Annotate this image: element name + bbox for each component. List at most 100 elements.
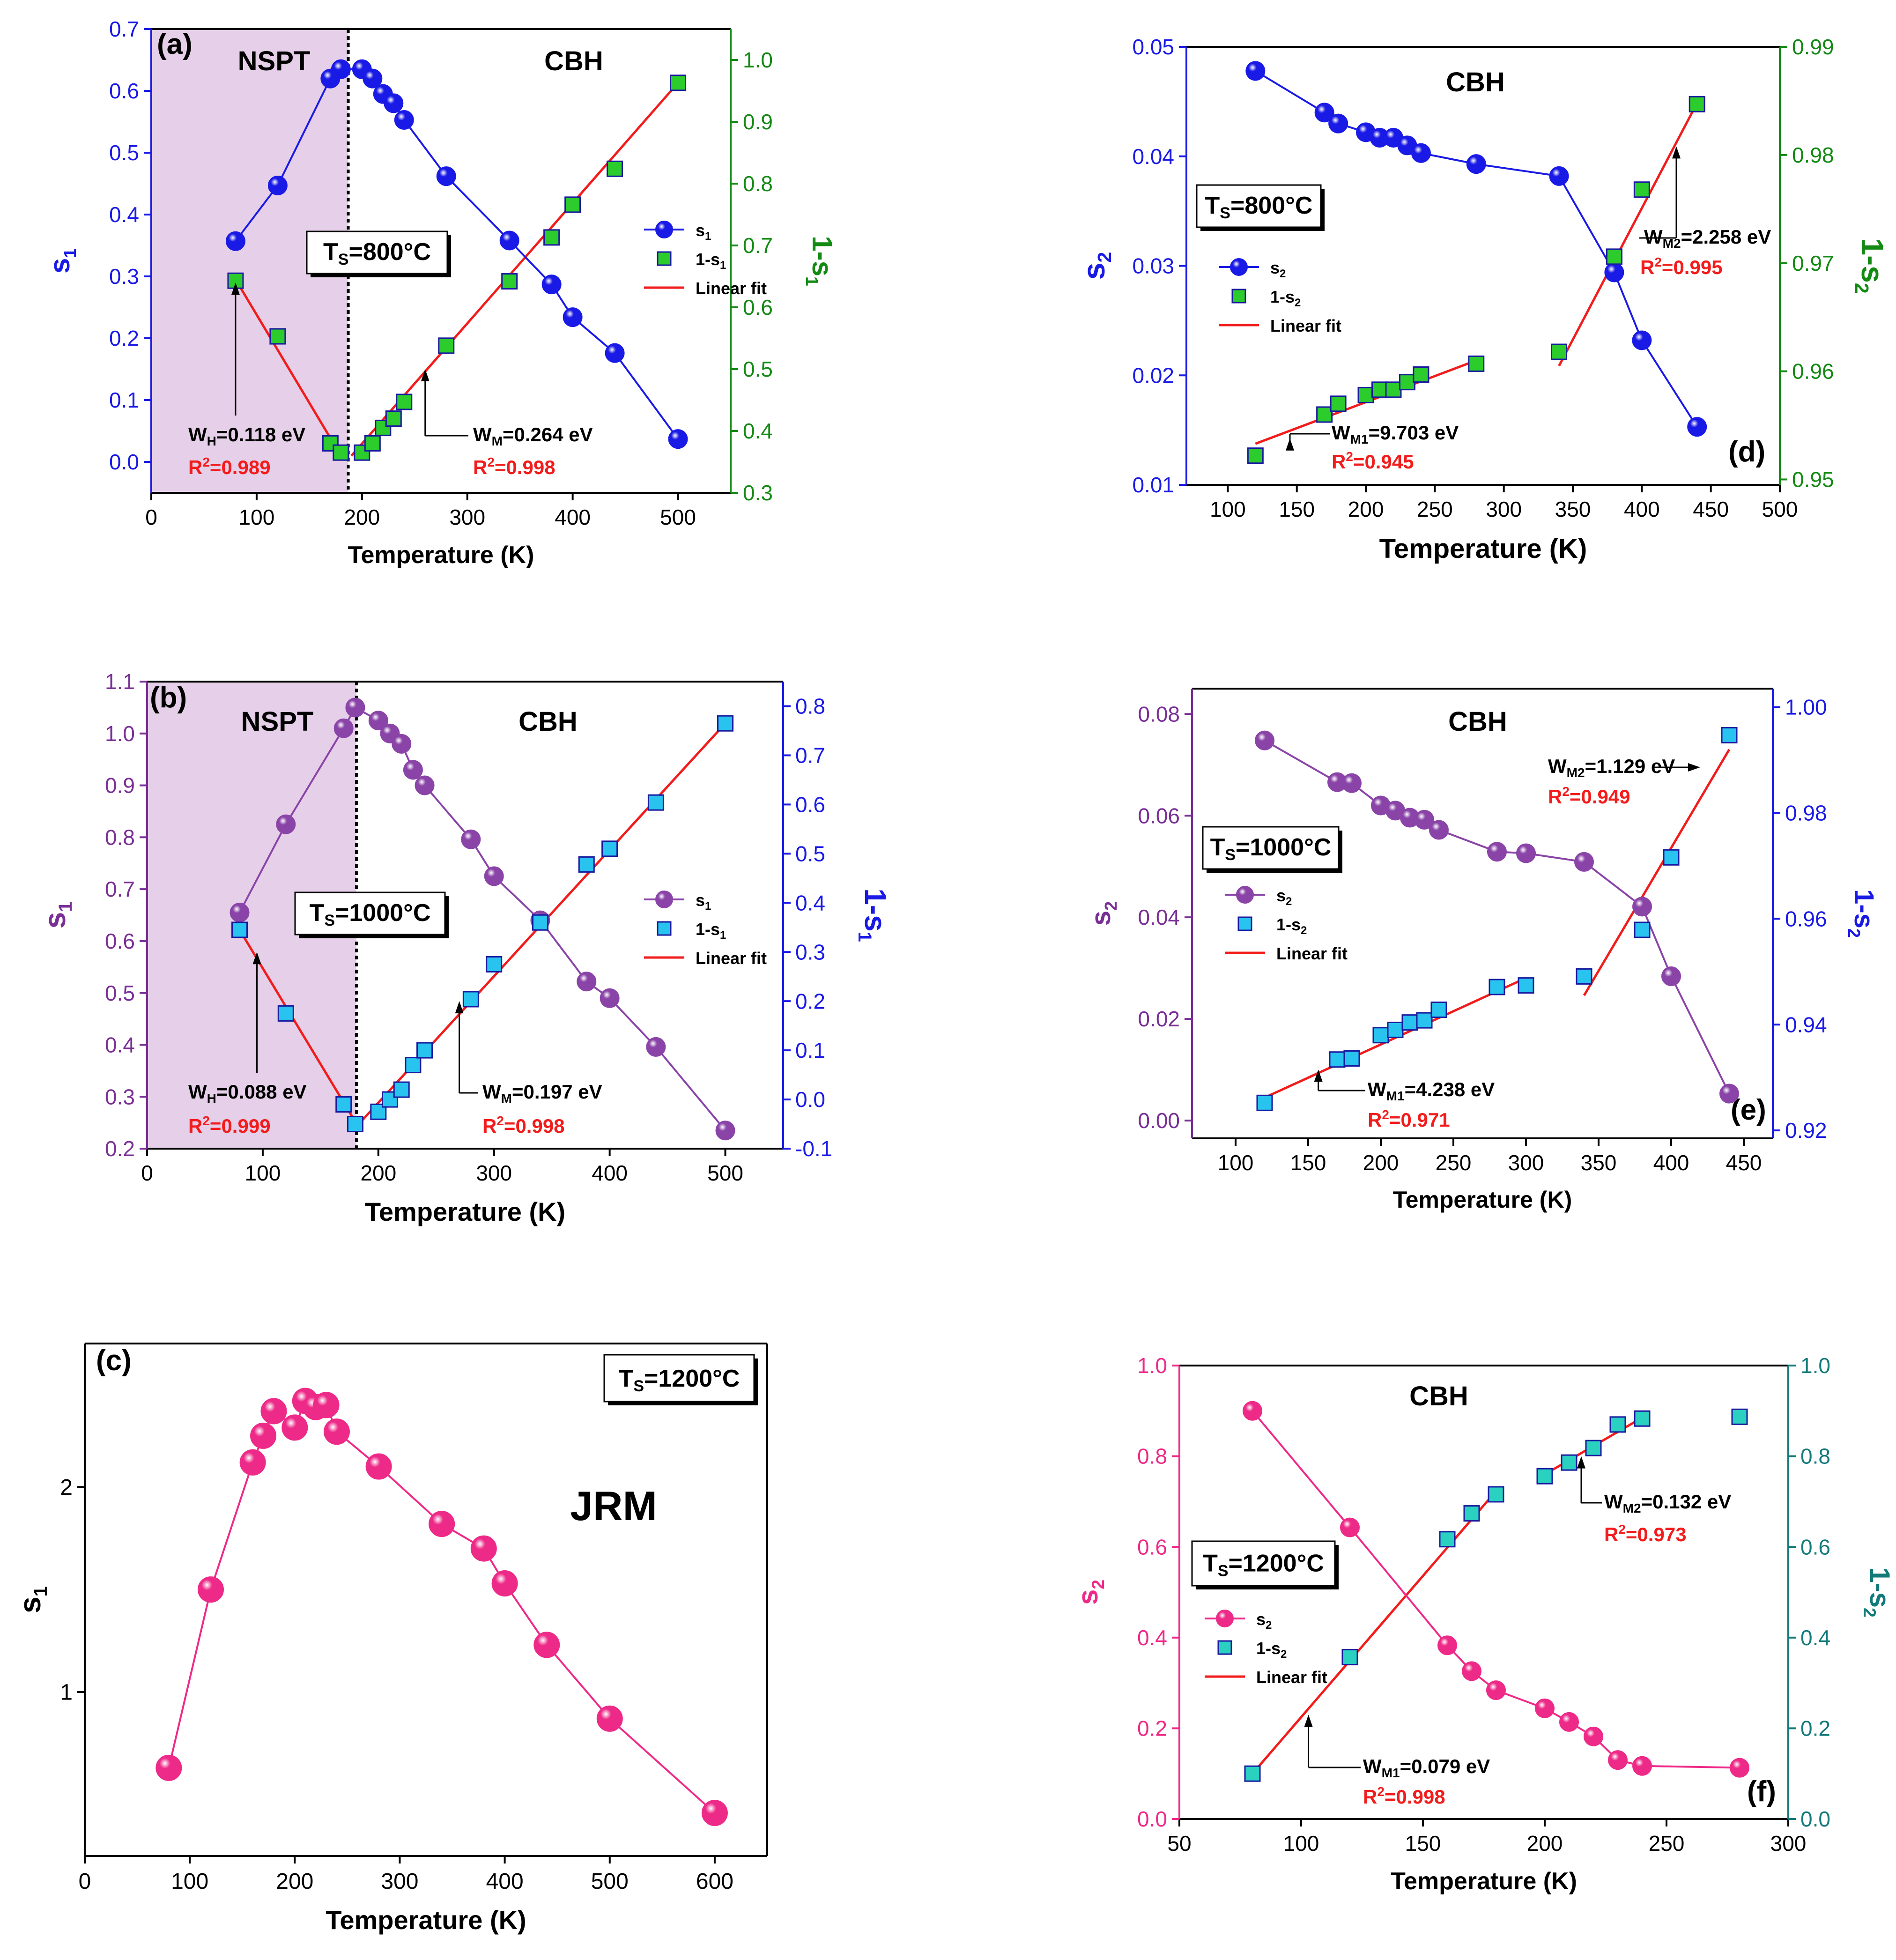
data-point-1-s2 <box>1663 849 1680 866</box>
y-tick-label: 0.00 <box>1138 1108 1180 1133</box>
y-axis-label: s2 <box>1086 901 1120 926</box>
legend-label: 1-s2 <box>1270 287 1301 309</box>
y-tick-label: 1.0 <box>105 721 135 746</box>
annotation-r2: R2=0.998 <box>1363 1784 1445 1808</box>
y-tick-label: 0.4 <box>1137 1626 1167 1650</box>
data-point-1-s2 <box>1585 1440 1602 1456</box>
data-point-1-s2 <box>1463 1505 1480 1522</box>
linear-fit-line <box>1252 1490 1497 1774</box>
annotation-energy: WM2=1.129 eV <box>1548 755 1675 780</box>
x-tick-label: 300 <box>476 1161 512 1185</box>
data-point-1-s2 <box>1341 1648 1358 1665</box>
y2-tick-label: 0.95 <box>1792 468 1834 492</box>
data-point-s1 <box>281 1414 308 1441</box>
data-point-s2 <box>1559 1712 1579 1732</box>
y2-tick-label: 0.6 <box>795 792 825 817</box>
legend-marker-sphere <box>1236 886 1254 904</box>
region-label: JRM <box>570 1483 657 1529</box>
x-tick-label: 400 <box>592 1161 628 1185</box>
y2-tick-label: 0.8 <box>795 694 825 719</box>
legend-label: 1-s2 <box>1276 915 1307 937</box>
data-point-1-s2 <box>1439 1531 1456 1548</box>
x-tick-label: 300 <box>449 505 485 529</box>
x-tick-label: 350 <box>1581 1151 1617 1175</box>
y-tick-label: 0.02 <box>1138 1007 1180 1031</box>
annotation-r2: R2=0.998 <box>473 455 555 478</box>
y2-tick-label: 0.3 <box>743 481 773 505</box>
data-point-1-s2 <box>1385 381 1402 398</box>
legend-label: s2 <box>1270 258 1286 280</box>
data-point-s2 <box>1245 61 1266 81</box>
data-point-s2 <box>1719 1084 1739 1104</box>
annotation-arrowhead <box>252 952 261 965</box>
x-tick-label: 300 <box>1508 1151 1544 1175</box>
x-tick-label: 100 <box>171 1869 208 1894</box>
panel-c: 0 100 200 300 400 500 600 1 2 Temperature (K) s1 (c… <box>13 1343 768 1935</box>
y2-tick-label: 0.94 <box>1785 1012 1827 1037</box>
y2-tick-label: 0.7 <box>795 743 825 768</box>
data-point-1-s2 <box>1256 1094 1273 1111</box>
annotation-energy: WM1=9.703 eV <box>1332 422 1459 446</box>
annotation-arrowhead <box>455 1001 464 1014</box>
y-tick-label: 0.5 <box>109 141 139 165</box>
legend-label: Linear fit <box>696 279 767 298</box>
data-point-s1 <box>365 1453 392 1480</box>
data-point-1-s1 <box>405 1057 422 1074</box>
y2-tick-label: 0.5 <box>795 841 825 866</box>
x-tick-label: 350 <box>1555 497 1591 521</box>
ts-label: TS=1200°C <box>1203 1550 1324 1580</box>
data-point-1-s2 <box>1329 1051 1346 1068</box>
panel-e: 100 150 200 250 300 350 400 450 0.00 0.02 0.04 0.06… <box>1086 688 1879 1213</box>
data-point-s1 <box>392 734 412 754</box>
y-tick-label: 0.04 <box>1138 905 1180 929</box>
data-point-1-s2 <box>1357 386 1374 403</box>
data-point-s1 <box>415 775 435 795</box>
data-point-s2 <box>1584 1726 1603 1746</box>
data-point-1-s1 <box>322 435 339 452</box>
data-point-s2 <box>1462 1661 1481 1681</box>
data-point-s1 <box>156 1754 182 1781</box>
panel-label: (f) <box>1747 1775 1776 1808</box>
data-point-s1 <box>313 1392 340 1418</box>
annotation-energy: WH=0.118 eV <box>188 423 305 448</box>
x-tick-label: 200 <box>1363 1151 1399 1175</box>
y-tick-label: 0.04 <box>1132 144 1174 169</box>
region-label: NSPT <box>238 46 311 76</box>
legend-marker-sphere <box>1216 1610 1234 1627</box>
data-point-s2 <box>1632 897 1652 917</box>
panel-b: 0 100 200 300 400 500 0.2 0.3 0.4 0.5 0.6 0.7 0.8 0.9… <box>38 669 892 1226</box>
data-point-s2 <box>1328 113 1348 134</box>
data-point-1-s2 <box>1576 968 1592 985</box>
y-tick-label: 0.0 <box>1137 1807 1167 1831</box>
legend-marker-square <box>657 921 672 936</box>
annotation-arrowhead <box>421 369 430 381</box>
y2-tick-label: 0.4 <box>795 891 825 915</box>
data-point-1-s2 <box>1633 181 1650 198</box>
data-point-s2 <box>1255 730 1274 750</box>
linear-fit-line <box>1583 749 1731 996</box>
data-point-s1 <box>470 1535 497 1562</box>
data-point-s2 <box>1730 1758 1749 1778</box>
ts-label: TS=1200°C <box>619 1365 740 1395</box>
annotation-r2: R2=0.945 <box>1332 449 1414 473</box>
y-tick-label: 0.03 <box>1132 254 1174 278</box>
x-tick-label: 400 <box>1653 1151 1689 1175</box>
data-point-s1 <box>394 110 414 130</box>
region-label: CBH <box>544 46 603 76</box>
annotation-r2: R2=0.971 <box>1368 1107 1450 1131</box>
data-point-1-s2 <box>1247 447 1264 464</box>
x-tick-label: 200 <box>360 1161 396 1185</box>
y-tick-label: 0.3 <box>109 264 139 289</box>
y-tick-label: 0.8 <box>105 825 135 849</box>
legend-label: s2 <box>1256 1610 1272 1632</box>
data-point-s2 <box>1429 820 1449 840</box>
data-point-s1 <box>384 93 404 113</box>
panel-label: (d) <box>1728 436 1765 468</box>
data-point-s1 <box>239 1449 266 1476</box>
x-axis-label: Temperature (K) <box>1379 534 1587 564</box>
x-tick-label: 250 <box>1417 497 1453 521</box>
ts-label: TS=1000°C <box>310 899 431 929</box>
y-tick-label: 0.6 <box>1137 1535 1167 1559</box>
data-point-s1 <box>563 307 583 327</box>
